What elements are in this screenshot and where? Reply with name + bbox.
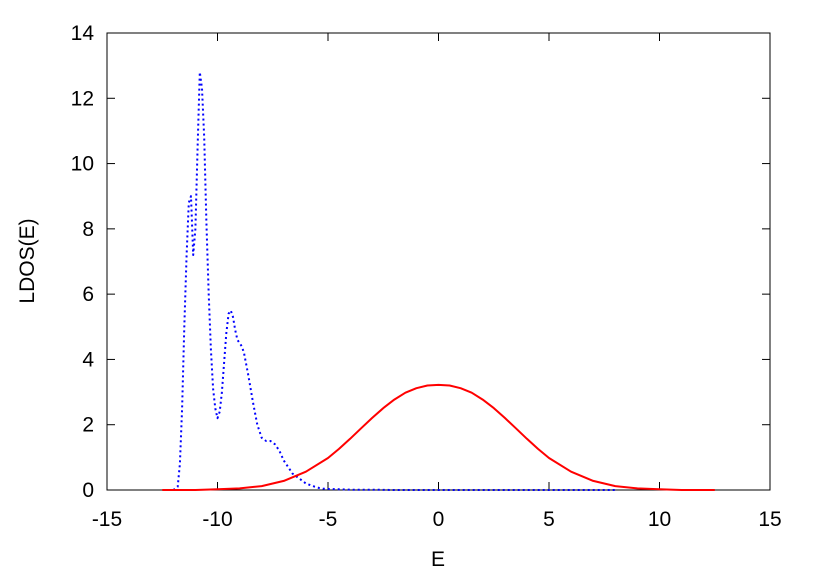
x-tick-label: -10	[202, 508, 232, 531]
y-axis-label: LDOS(E)	[16, 218, 39, 303]
plot-frame	[106, 32, 771, 491]
y-tick-label: 8	[82, 218, 94, 241]
tick-labels: -15 -10 -5 0 5 10 15 0 2 4 6 8 10 12 14	[71, 22, 782, 531]
y-tick-label: 6	[82, 283, 94, 306]
series-layer	[162, 71, 715, 491]
axis-ticks	[106, 32, 771, 491]
solid-series-line	[162, 383, 715, 491]
x-tick-label: 0	[433, 508, 445, 531]
y-tick-label: 14	[71, 22, 95, 45]
x-tick-label: 10	[648, 508, 671, 531]
y-tick-label: 2	[82, 414, 94, 437]
y-tick-label: 4	[82, 348, 94, 371]
y-tick-label: 12	[71, 87, 94, 110]
x-tick-label: -15	[92, 508, 122, 531]
dotted-series-line	[172, 71, 616, 491]
y-tick-label: 10	[71, 153, 94, 176]
x-tick-label: 5	[543, 508, 555, 531]
x-tick-label: -5	[319, 508, 338, 531]
x-axis-label: E	[431, 548, 445, 571]
y-tick-label: 0	[82, 479, 94, 502]
x-tick-label: 15	[758, 508, 781, 531]
